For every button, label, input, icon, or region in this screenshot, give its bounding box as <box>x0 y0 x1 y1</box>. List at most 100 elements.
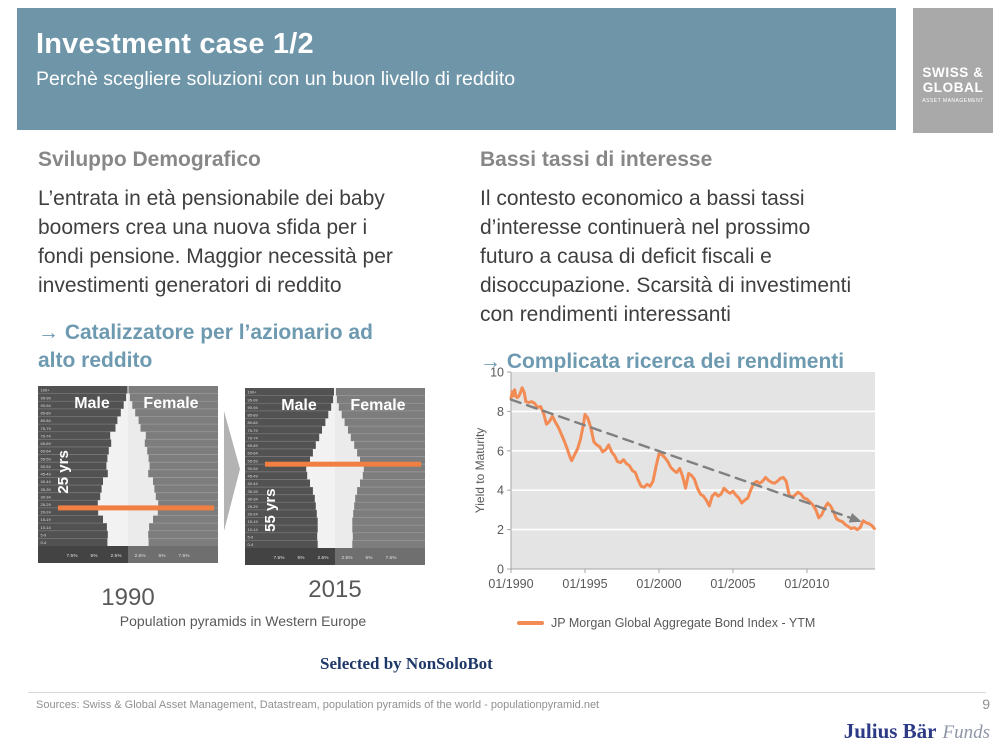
pyramids-caption: Population pyramids in Western Europe <box>119 613 367 629</box>
left-takeaway: → Catalizzatore per l’azionario ad alto … <box>38 320 373 372</box>
svg-text:95-99: 95-99 <box>41 395 52 400</box>
svg-text:25 yrs: 25 yrs <box>55 450 72 493</box>
svg-text:Female: Female <box>143 395 198 412</box>
swiss-global-logo: SWISS & GLOBAL ASSET MANAGEMENT <box>913 8 993 133</box>
svg-text:Male: Male <box>74 395 110 412</box>
svg-text:80-84: 80-84 <box>248 420 259 425</box>
logo-line-swiss: SWISS & <box>922 65 984 80</box>
svg-text:5-9: 5-9 <box>41 533 48 538</box>
yield-line-chart: 0 2 4 6 8 10 01/1990 01/1995 01/2000 01/2005 01/20… <box>473 366 886 596</box>
svg-text:7.5%: 7.5% <box>386 555 398 561</box>
svg-text:70-74: 70-74 <box>248 435 259 440</box>
svg-text:10-14: 10-14 <box>248 527 259 532</box>
svg-text:25-29: 25-29 <box>41 502 52 507</box>
legend-label: JP Morgan Global Aggregate Bond Index - … <box>551 616 816 630</box>
svg-text:0-4: 0-4 <box>248 542 255 547</box>
svg-text:01/2000: 01/2000 <box>636 577 681 591</box>
svg-text:7.5%: 7.5% <box>179 553 191 559</box>
svg-text:70-74: 70-74 <box>41 433 52 438</box>
slide-subtitle: Perchè scegliere soluzioni con un buon l… <box>36 68 516 90</box>
right-body-text: Il contesto economico a bassi tassi d’in… <box>480 187 852 326</box>
right-column: Bassi tassi di interesse Il contesto eco… <box>480 148 908 376</box>
svg-text:5%: 5% <box>159 553 167 559</box>
svg-text:90-94: 90-94 <box>41 403 52 408</box>
svg-text:30-34: 30-34 <box>41 494 52 499</box>
slide-title: Investment case 1/2 <box>36 28 314 60</box>
selected-by-note: Selected by NonSoloBot <box>320 654 493 673</box>
svg-text:55 yrs: 55 yrs <box>262 489 279 532</box>
svg-text:75-79: 75-79 <box>41 426 52 431</box>
svg-text:85-89: 85-89 <box>41 411 52 416</box>
svg-text:7.5%: 7.5% <box>274 555 286 561</box>
svg-text:40-44: 40-44 <box>41 479 52 484</box>
right-heading: Bassi tassi di interesse <box>480 148 713 171</box>
svg-text:Male: Male <box>281 397 317 414</box>
legend-line-swatch <box>517 621 544 625</box>
svg-text:85-89: 85-89 <box>248 413 259 418</box>
left-body-text: L’entrata in età pensionabile dei baby b… <box>38 187 393 297</box>
svg-text:01/2010: 01/2010 <box>784 577 829 591</box>
svg-text:2.5%: 2.5% <box>342 555 354 561</box>
page-number: 9 <box>982 696 990 712</box>
svg-text:80-84: 80-84 <box>41 418 52 423</box>
svg-text:2.5%: 2.5% <box>111 553 123 559</box>
svg-text:7.5%: 7.5% <box>67 553 79 559</box>
left-column: Sviluppo Demografico L’entrata in età pe… <box>38 148 440 375</box>
left-heading: Sviluppo Demografico <box>38 148 261 171</box>
svg-text:65-69: 65-69 <box>248 443 259 448</box>
svg-text:2.5%: 2.5% <box>318 555 330 561</box>
svg-text:20-24: 20-24 <box>248 512 259 517</box>
svg-text:8: 8 <box>497 405 504 419</box>
brand-name: Julius Bär <box>843 719 937 743</box>
svg-text:15-19: 15-19 <box>41 517 52 522</box>
svg-text:45-49: 45-49 <box>248 474 259 479</box>
svg-text:2.5%: 2.5% <box>135 553 147 559</box>
svg-text:5%: 5% <box>91 553 99 559</box>
chart-legend: JP Morgan Global Aggregate Bond Index - … <box>517 616 815 630</box>
svg-text:25-29: 25-29 <box>248 504 259 509</box>
svg-text:40-44: 40-44 <box>248 481 259 486</box>
svg-text:10: 10 <box>490 366 504 380</box>
svg-text:Female: Female <box>350 397 405 414</box>
header-banner: Investment case 1/2 Perchè scegliere sol… <box>17 8 896 130</box>
svg-text:45-49: 45-49 <box>41 472 52 477</box>
svg-text:01/1990: 01/1990 <box>488 577 533 591</box>
svg-text:65-69: 65-69 <box>41 441 52 446</box>
julius-baer-funds-logo: Julius Bär Funds <box>844 719 990 744</box>
svg-text:2: 2 <box>497 523 504 537</box>
svg-text:35-39: 35-39 <box>248 489 259 494</box>
svg-text:01/2005: 01/2005 <box>710 577 755 591</box>
svg-text:60-64: 60-64 <box>41 449 52 454</box>
svg-text:0-4: 0-4 <box>41 540 48 545</box>
brand-suffix: Funds <box>942 722 991 743</box>
pyramid-year-label-2015: 2015 <box>308 576 362 603</box>
svg-text:35-39: 35-39 <box>41 487 52 492</box>
svg-text:50-54: 50-54 <box>41 464 52 469</box>
svg-text:5-9: 5-9 <box>248 535 255 540</box>
svg-text:5%: 5% <box>298 555 306 561</box>
svg-text:10-14: 10-14 <box>41 525 52 530</box>
logo-line-asset-management: ASSET MANAGEMENT <box>922 98 984 104</box>
svg-text:100+: 100+ <box>41 388 51 393</box>
svg-text:90-94: 90-94 <box>248 405 259 410</box>
svg-text:Yield to Maturity: Yield to Maturity <box>473 428 487 514</box>
right-takeaway: → Complicata ricerca dei rendimenti <box>480 349 845 373</box>
footer-divider <box>28 692 986 693</box>
svg-text:60-64: 60-64 <box>248 451 259 456</box>
svg-text:6: 6 <box>497 444 504 458</box>
svg-text:30-34: 30-34 <box>248 496 259 501</box>
pyramid-year-label-1990: 1990 <box>101 584 155 611</box>
transition-arrow-icon <box>224 411 240 536</box>
svg-text:50-54: 50-54 <box>248 466 259 471</box>
svg-text:20-24: 20-24 <box>41 510 52 515</box>
svg-text:5%: 5% <box>366 555 374 561</box>
svg-text:55-59: 55-59 <box>248 458 259 463</box>
svg-text:55-59: 55-59 <box>41 456 52 461</box>
sources-text: Sources: Swiss & Global Asset Management… <box>36 699 600 711</box>
svg-text:95-99: 95-99 <box>248 397 259 402</box>
svg-text:4: 4 <box>497 484 504 498</box>
svg-text:75-79: 75-79 <box>248 428 259 433</box>
svg-text:0: 0 <box>497 563 504 577</box>
population-pyramid-2015: 100+ 95-99 90-94 85-89 80-84 75-79 70-74 65-69 6… <box>245 388 425 565</box>
